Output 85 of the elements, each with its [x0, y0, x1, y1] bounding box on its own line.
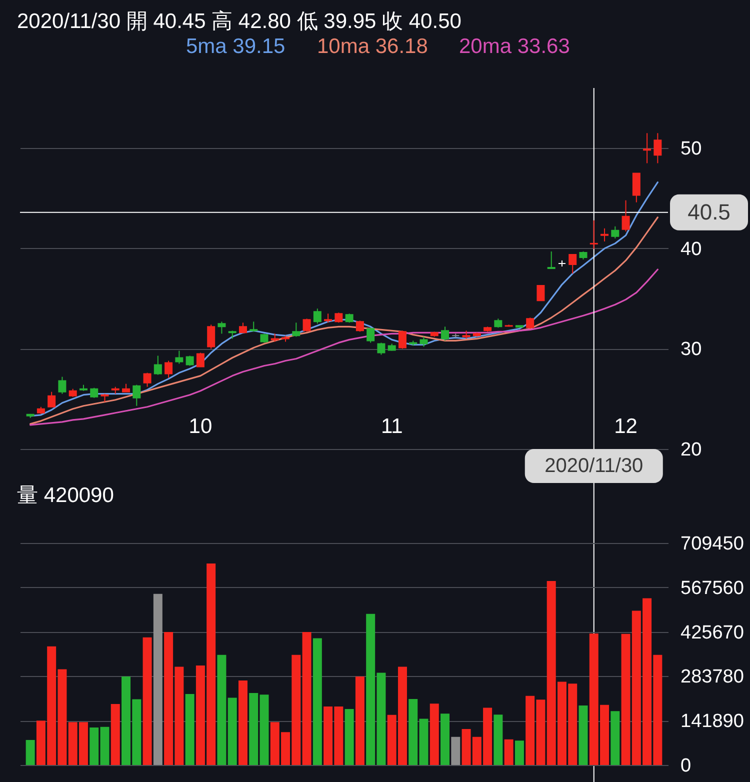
bar	[312, 638, 322, 765]
candlestick	[313, 308, 322, 324]
candlestick	[377, 342, 386, 356]
candlestick	[164, 360, 173, 378]
bar	[408, 698, 418, 765]
y-tick-label: 30	[680, 339, 702, 360]
bar	[90, 727, 99, 765]
bar	[110, 704, 120, 765]
bar	[451, 736, 460, 765]
text: 10ma 36.18	[317, 34, 428, 58]
bar	[610, 711, 620, 765]
bar	[26, 740, 35, 765]
candlestick	[207, 324, 216, 350]
candlestick	[366, 327, 375, 344]
candlestick	[58, 376, 66, 394]
bar	[302, 632, 312, 765]
candlestick	[345, 313, 354, 324]
candlestick	[494, 318, 502, 328]
candlestick	[302, 318, 311, 332]
bar	[430, 704, 439, 765]
candlestick	[186, 355, 194, 366]
y-tick-label: 141890	[680, 711, 744, 732]
x-tick-label: 10	[188, 415, 212, 438]
candlestick	[600, 228, 609, 242]
bar	[142, 637, 152, 765]
candlestick	[356, 320, 364, 332]
x-tick-label: 12	[614, 415, 638, 438]
y-tick-label: 425670	[680, 622, 744, 644]
candlestick	[260, 333, 268, 344]
candlestick	[250, 321, 258, 332]
candlestick	[643, 132, 652, 164]
text: 40.5	[688, 199, 730, 224]
text: 20ma 33.63	[459, 34, 570, 58]
bar	[355, 676, 364, 765]
candlestick	[143, 372, 152, 388]
bar	[238, 680, 248, 765]
bar	[504, 739, 514, 765]
text: 5ma 39.15	[186, 34, 286, 58]
bar	[419, 718, 428, 765]
bar	[514, 740, 524, 765]
bar	[344, 708, 354, 765]
candlestick	[175, 350, 184, 364]
y-tick-label: 20	[680, 440, 702, 460]
candlestick	[420, 336, 428, 348]
candlestick	[196, 352, 204, 368]
chart-title: 量 420090	[17, 484, 114, 507]
y-tick-label: 40	[680, 238, 702, 260]
bar	[249, 693, 258, 765]
candlestick	[292, 322, 300, 338]
candlestick	[536, 285, 545, 302]
x-tick-label: 2020/11/30	[544, 455, 644, 477]
y-tick-label: 283780	[680, 666, 744, 688]
candlestick	[238, 322, 247, 334]
bar	[217, 654, 226, 765]
candlestick	[568, 254, 577, 274]
candlestick	[132, 384, 141, 406]
candlestick	[324, 313, 332, 324]
candlestick	[334, 312, 343, 324]
candlestick	[547, 250, 556, 269]
candlestick	[90, 387, 98, 398]
candlestick	[611, 226, 620, 239]
candlestick	[441, 326, 450, 342]
bar	[494, 714, 503, 765]
bar	[185, 694, 194, 765]
chart-title: 2020/11/30 開 40.45 高 42.80 低 39.95 收 40.50	[17, 10, 462, 33]
candlestick	[154, 355, 162, 376]
candlestick	[526, 317, 534, 330]
x-tick-label: 11	[380, 415, 403, 438]
bar	[440, 714, 450, 765]
candlestick	[590, 220, 598, 250]
y-tick-label: 709450	[680, 534, 744, 554]
candlestick	[654, 132, 662, 164]
bar	[578, 706, 588, 765]
candlestick	[218, 321, 226, 334]
candlestick	[622, 200, 630, 232]
y-tick-label: 567560	[680, 578, 744, 599]
bar	[260, 694, 269, 765]
y-tick-label: 0	[680, 756, 692, 776]
candlestick	[48, 391, 56, 408]
candlestick	[632, 172, 640, 203]
bar	[153, 594, 162, 765]
y-tick-label: 50	[680, 138, 702, 160]
bar	[100, 726, 110, 765]
bar	[228, 698, 237, 765]
candlestick	[398, 330, 406, 350]
